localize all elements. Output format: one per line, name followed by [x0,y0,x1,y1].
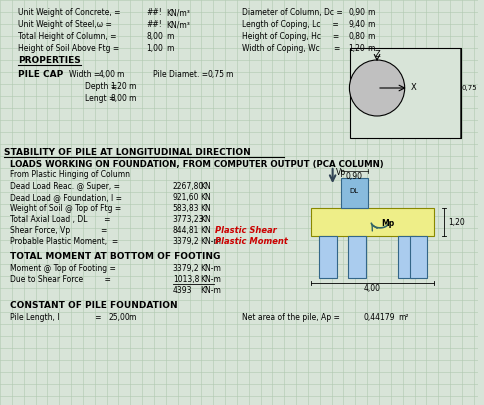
Text: KN: KN [200,204,211,213]
Text: Pile Diamet. =: Pile Diamet. = [153,70,208,79]
Text: Plastic Moment: Plastic Moment [215,237,288,246]
Text: Net area of the pile, Ap =: Net area of the pile, Ap = [242,313,340,322]
Text: m: m [367,44,375,53]
Text: m: m [128,313,136,322]
Text: 2267,80: 2267,80 [173,182,204,191]
Text: 0,80: 0,80 [348,32,365,41]
Text: PROPERTIES: PROPERTIES [18,56,80,65]
Text: ##!: ##! [146,20,162,29]
Text: 8,00: 8,00 [110,94,127,103]
Text: Height of Soil Above Ftg =: Height of Soil Above Ftg = [18,44,119,53]
Text: Length of Coping, Lc     =: Length of Coping, Lc = [242,20,339,29]
Bar [350,48,461,138]
Text: m: m [128,94,136,103]
Text: Due to Shear Force         =: Due to Shear Force = [10,275,111,284]
Text: m²: m² [398,313,408,322]
Text: 1013,8: 1013,8 [173,275,199,284]
Text: Dead Load @ Foundation, l =: Dead Load @ Foundation, l = [10,193,122,202]
Text: Dead Load Reac. @ Super, =: Dead Load Reac. @ Super, = [10,182,120,191]
Bar [409,236,427,278]
Text: 3773,23: 3773,23 [173,215,204,224]
Text: 4,00: 4,00 [364,284,381,293]
Text: 0,90: 0,90 [346,172,363,181]
Text: 0,90: 0,90 [348,8,365,17]
Text: KN-m: KN-m [200,286,221,295]
Text: KN-m: KN-m [200,264,221,273]
Text: 3379,2: 3379,2 [173,264,199,273]
Text: KN-m: KN-m [200,275,221,284]
Text: Total Axial Load , DL       =: Total Axial Load , DL = [10,215,110,224]
Text: KN/m³: KN/m³ [166,8,190,17]
Text: Unit Weight of Steel,ω =: Unit Weight of Steel,ω = [18,20,112,29]
Text: 4,00: 4,00 [99,70,116,79]
Text: Depth =: Depth = [85,82,117,91]
Text: m: m [367,20,375,29]
Text: Pile Length, l               =: Pile Length, l = [10,313,101,322]
Text: TOTAL MOMENT AT BOTTOM OF FOOTING: TOTAL MOMENT AT BOTTOM OF FOOTING [10,252,220,261]
Text: KN/m³: KN/m³ [166,20,190,29]
Bar [348,236,366,278]
Text: Width =: Width = [69,70,100,79]
Text: KN: KN [200,215,211,224]
Bar [398,236,416,278]
Text: 0,75: 0,75 [207,70,224,79]
Text: Vp: Vp [335,168,346,177]
Text: 8,00: 8,00 [146,32,163,41]
Text: 1,20: 1,20 [448,217,465,226]
Text: CONSTANT OF PILE FOUNDATION: CONSTANT OF PILE FOUNDATION [10,301,178,310]
Text: From Plastic Hinging of Column: From Plastic Hinging of Column [10,170,130,179]
Text: PILE CAP: PILE CAP [18,70,63,79]
Text: m: m [166,44,173,53]
Text: 25,00: 25,00 [108,313,130,322]
Text: Probable Plastic Moment,  =: Probable Plastic Moment, = [10,237,118,246]
Text: 9,40: 9,40 [348,20,365,29]
Text: 844,81: 844,81 [173,226,199,235]
Text: KN: KN [200,182,211,191]
Text: Total Height of Column, =: Total Height of Column, = [18,32,116,41]
Text: X: X [410,83,416,92]
Text: 3379,2: 3379,2 [173,237,199,246]
Text: KN: KN [200,193,211,202]
Text: STABILITY OF PILE AT LONGITUDINAL DIRECTION: STABILITY OF PILE AT LONGITUDINAL DIRECT… [4,148,251,157]
Text: Mp: Mp [381,219,394,228]
Circle shape [349,60,405,116]
Bar [341,178,368,208]
Text: 583,83: 583,83 [173,204,199,213]
Text: Plastic Shear: Plastic Shear [215,226,277,235]
Text: KN: KN [200,226,211,235]
Text: Weight of Soil @ Top of Ftg =: Weight of Soil @ Top of Ftg = [10,204,121,213]
Text: Z: Z [374,50,380,59]
Text: 0,75: 0,75 [462,85,478,91]
Text: m: m [367,32,375,41]
Text: Lengt =: Lengt = [85,94,115,103]
Bar [311,208,434,236]
Text: 1,00: 1,00 [146,44,163,53]
Text: DL: DL [350,188,359,194]
Text: m: m [367,8,375,17]
Text: Width of Coping, Wc      =: Width of Coping, Wc = [242,44,340,53]
Text: m: m [117,70,124,79]
Text: 0,44179: 0,44179 [363,313,395,322]
Text: 4393: 4393 [173,286,192,295]
Text: KN-m: KN-m [200,237,221,246]
Text: 1,20: 1,20 [348,44,365,53]
Text: Shear Force, Vp             =: Shear Force, Vp = [10,226,107,235]
Text: Unit Weight of Concrete, =: Unit Weight of Concrete, = [18,8,120,17]
Text: Diameter of Column, Dc =: Diameter of Column, Dc = [242,8,343,17]
Text: Moment @ Top of Footing =: Moment @ Top of Footing = [10,264,116,273]
Text: m: m [128,82,136,91]
Text: Height of Coping, Hc     =: Height of Coping, Hc = [242,32,339,41]
Text: 1,20: 1,20 [110,82,127,91]
Text: LOADS WORKING ON FOUNDATION, FROM COMPUTER OUTPUT (PCA COLUMN): LOADS WORKING ON FOUNDATION, FROM COMPUT… [10,160,383,169]
Text: ##!: ##! [146,8,162,17]
Text: m: m [225,70,232,79]
Bar [319,236,336,278]
Text: 921,60: 921,60 [173,193,199,202]
Text: m: m [166,32,173,41]
